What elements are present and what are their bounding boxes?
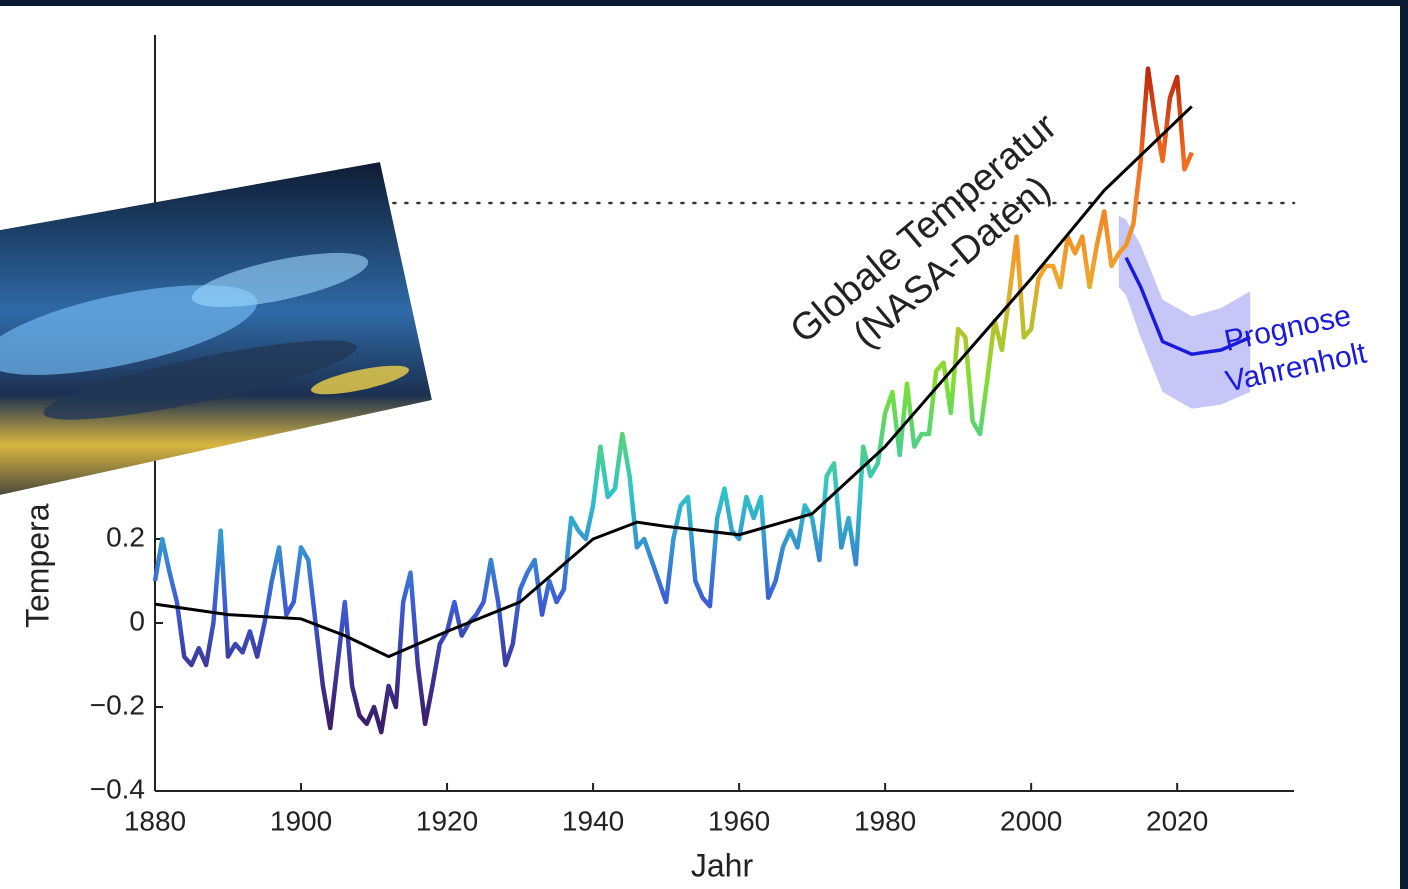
x-axis-label: Jahr — [691, 847, 754, 883]
x-tick-label: 1920 — [416, 805, 478, 836]
y-tick-label: −0.2 — [90, 689, 145, 720]
y-axis-label: Tempera — [19, 503, 55, 628]
x-tick-label: 1960 — [708, 805, 770, 836]
y-tick-label: 0.2 — [106, 521, 145, 552]
chart: Jahr Tempera 1880 1900 1920 1940 1960 1980 200… — [0, 0, 1408, 889]
x-tick-label: 2020 — [1146, 805, 1208, 836]
y-tick-label: 0 — [129, 605, 145, 636]
x-tick-label: 1940 — [562, 805, 624, 836]
x-tick-label: 2000 — [1000, 805, 1062, 836]
x-tick-label: 1980 — [854, 805, 916, 836]
x-tick-label: 1900 — [270, 805, 332, 836]
x-tick-label: 1880 — [124, 805, 186, 836]
y-tick-label: −0.4 — [90, 773, 145, 804]
